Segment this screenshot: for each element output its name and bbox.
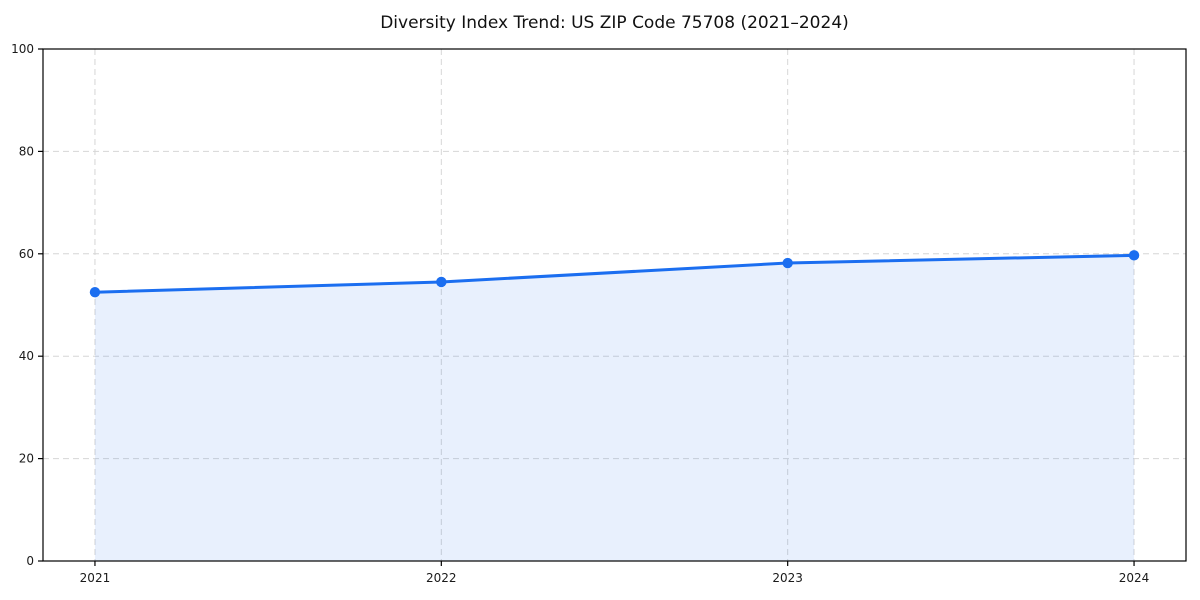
- y-tick-label: 80: [19, 144, 34, 158]
- x-tick-label: 2023: [772, 571, 803, 585]
- y-tick-label: 0: [26, 554, 34, 568]
- data-point-marker: [89, 287, 101, 298]
- chart-title: Diversity Index Trend: US ZIP Code 75708…: [380, 13, 849, 33]
- plot-frame: [42, 48, 1187, 562]
- data-point-marker: [1128, 250, 1140, 261]
- y-tick-label: 100: [11, 42, 34, 56]
- y-tick-label: 40: [19, 349, 34, 363]
- area-fill: [94, 255, 1135, 561]
- data-point-marker: [436, 276, 447, 288]
- x-tick-label: 2021: [80, 571, 111, 585]
- y-tick-label: 60: [19, 247, 34, 261]
- x-tick-label: 2024: [1119, 571, 1150, 585]
- y-tick-label: 20: [19, 452, 34, 466]
- data-point-marker: [782, 257, 793, 269]
- trend-line: [93, 253, 1136, 294]
- x-tick-label: 2022: [426, 571, 457, 585]
